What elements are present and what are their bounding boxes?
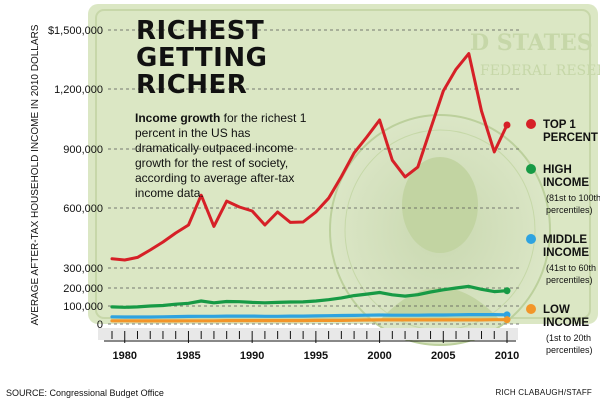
legend-marker [526,119,536,129]
legend-sublabel: (1st to 20th [546,333,591,343]
svg-text:D STATES OF: D STATES OF [470,30,600,56]
series-line [110,52,509,262]
legend-label: INCOME [543,247,589,259]
legend-sublabel: percentiles) [546,205,593,215]
y-tick-label: 1,200,000 [54,84,103,96]
x-tick-label: 1985 [176,350,200,362]
legend-label: TOP 1 [543,119,576,131]
series-line [110,284,509,309]
x-tick-label: 1995 [304,350,328,362]
legend-marker [526,304,536,314]
series-end-point [503,121,511,129]
headline: RICHEST GETTING RICHER [136,18,286,99]
y-tick-label: $1,500,000 [48,25,103,37]
source-note: SOURCE: Congressional Budget Office [6,388,164,398]
y-tick-label: 300,000 [63,263,103,275]
legend-sublabel: (41st to 60th [546,263,596,273]
data-series [110,52,511,324]
x-tick-label: 1990 [240,350,264,362]
y-tick-label: 0 [97,319,103,331]
x-tick-label: 1980 [112,350,136,362]
legend-marker [526,234,536,244]
series-line [110,318,509,323]
series-end-point [503,311,511,319]
legend-label: HIGH [543,164,572,176]
description: Income growth for the richest 1 percent … [135,111,307,201]
headline-line-2: GETTING [136,43,268,73]
legend-sublabel: percentiles) [546,345,593,355]
series-end-point [503,316,511,324]
legend-marker [526,164,536,174]
headline-line-1: RICHEST [136,16,265,46]
y-tick-label: 100,000 [63,301,103,313]
credit-note: RICH CLABAUGH/STAFF [495,388,592,397]
legend-label: INCOME [543,317,589,329]
svg-text:FEDERAL RESERVE: FEDERAL RESERVE [480,63,600,79]
description-body: for the richest 1 percent in the US has … [135,111,307,200]
y-tick-label: 200,000 [63,283,103,295]
description-lead: Income growth [135,111,221,125]
legend-sublabel: percentiles) [546,275,593,285]
x-tick-label: 2000 [367,350,391,362]
legend-label: INCOME [543,177,589,189]
y-tick-label: 600,000 [63,203,103,215]
y-tick-label: 900,000 [63,144,103,156]
series-end-point [503,287,511,295]
series-line [110,313,509,319]
x-tick-label: 2005 [431,350,455,362]
y-axis-title: AVERAGE AFTER-TAX HOUSEHOLD INCOME IN 20… [30,24,41,325]
axes: AVERAGE AFTER-TAX HOUSEHOLD INCOME IN 20… [30,24,519,362]
legend-label: LOW [543,304,570,316]
y-gridlines: 0 100,000 200,000 300,000 600,000 900,000 1,20… [48,25,520,331]
x-tick-label: 2010 [495,350,519,362]
legend-label: MIDDLE [543,234,587,246]
legend-sublabel: (81st to 100th [546,193,600,203]
legend-label: PERCENT [543,132,598,144]
headline-line-3: RICHER [136,70,248,100]
